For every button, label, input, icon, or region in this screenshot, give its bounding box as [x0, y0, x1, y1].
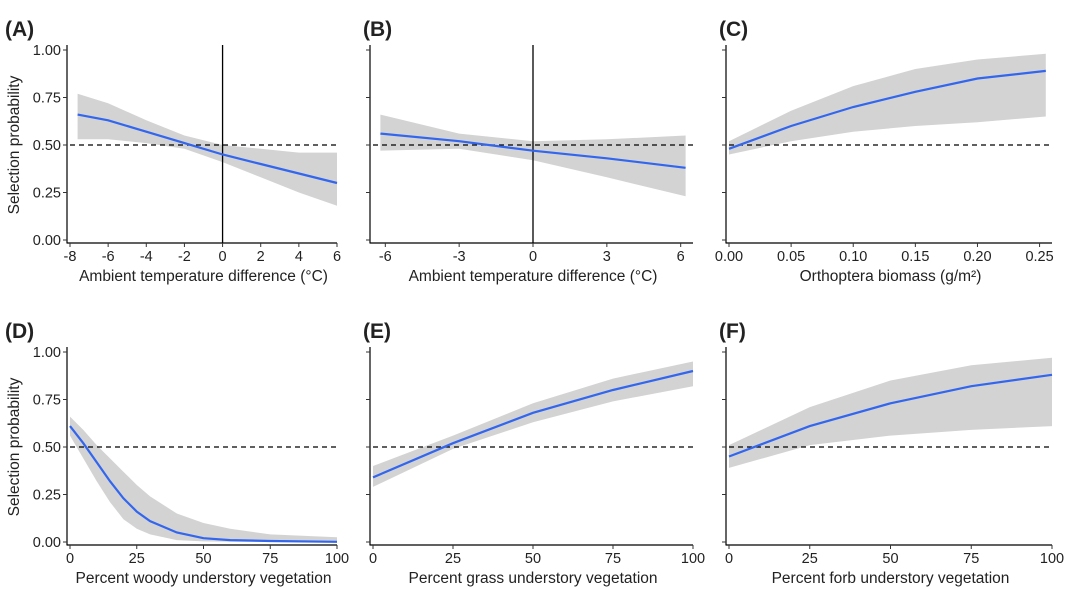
- y-tick-label: 0.25: [33, 488, 61, 504]
- panel-label: (F): [719, 320, 746, 343]
- x-axis-label: Percent woody understory vegetation: [76, 570, 332, 587]
- x-tick-label: 50: [525, 551, 541, 567]
- panel-label: (D): [5, 320, 34, 343]
- y-tick-label: 1.00: [33, 43, 61, 59]
- x-tick-label: -4: [140, 249, 153, 265]
- x-axis-label: Orthoptera biomass (g/m²): [800, 268, 982, 285]
- x-tick-label: 0: [529, 249, 537, 265]
- panel-e: 0 25 50 75 100 Percent grass understory veget…: [363, 320, 705, 587]
- confidence-band: [729, 53, 1046, 155]
- x-axis-label: Percent grass understory vegetation: [409, 570, 658, 587]
- x-tick-label: 75: [262, 551, 278, 567]
- x-tick-label: 0.20: [963, 249, 991, 265]
- x-tick-label: 75: [963, 551, 979, 567]
- x-tick-label: 6: [677, 249, 685, 265]
- x-tick-label: 50: [882, 551, 898, 567]
- series-line: [69, 425, 338, 543]
- confidence-band: [373, 361, 693, 487]
- y-tick-label: 0.00: [33, 233, 61, 249]
- x-tick-label: 100: [1040, 551, 1064, 567]
- x-axis-label: Percent forb understory vegetation: [772, 570, 1010, 587]
- panel-label: (C): [719, 18, 748, 41]
- panel-c: 0.00 0.05 0.10 0.15 0.20 0.25 Orthoptera bioma…: [715, 18, 1054, 285]
- x-tick-label: 4: [295, 249, 303, 265]
- panel-label: (E): [363, 320, 391, 343]
- y-axis-label: Selection probability: [6, 377, 23, 516]
- x-tick-label: 25: [445, 551, 461, 567]
- confidence-band: [70, 416, 337, 542]
- x-tick-label: 25: [129, 551, 145, 567]
- x-tick-label: 75: [605, 551, 621, 567]
- x-tick-label: 2: [257, 249, 265, 265]
- y-tick-label: 0.50: [33, 440, 61, 456]
- series-line: [728, 69, 1046, 150]
- x-tick-label: 0.25: [1025, 249, 1053, 265]
- x-tick-label: 6: [333, 249, 341, 265]
- panel-f: 0 25 50 75 100 Percent forb understory vegeta…: [719, 320, 1064, 587]
- y-tick-label: 0.50: [33, 138, 61, 154]
- panel-d: 0.00 0.25 0.50 0.75 1.00 0 25 50 75 100 Percent wo…: [5, 320, 349, 587]
- y-axis-label: Selection probability: [6, 75, 23, 214]
- x-tick-label: 0: [369, 551, 377, 567]
- x-tick-label: 0.15: [901, 249, 929, 265]
- x-tick-label: -6: [102, 249, 115, 265]
- y-tick-label: 0.75: [33, 393, 61, 409]
- x-tick-label: 25: [802, 551, 818, 567]
- x-tick-label: -6: [379, 249, 392, 265]
- x-tick-label: 0.00: [715, 249, 743, 265]
- y-tick-label: 0.00: [33, 535, 61, 551]
- x-tick-label: 100: [681, 551, 705, 567]
- y-tick-label: 0.75: [33, 91, 61, 107]
- x-tick-label: 0.10: [839, 249, 867, 265]
- x-tick-label: -8: [64, 249, 77, 265]
- x-tick-label: 3: [603, 249, 611, 265]
- x-tick-label: 0: [725, 551, 733, 567]
- series-line: [77, 113, 338, 185]
- panel-b: -6 -3 0 3 6 Ambient temperature difference (°…: [363, 18, 693, 285]
- x-tick-label: -3: [453, 249, 466, 265]
- x-tick-label: 0: [66, 551, 74, 567]
- x-tick-label: -2: [178, 249, 191, 265]
- x-tick-label: 0.05: [777, 249, 805, 265]
- x-axis-label: Ambient temperature difference (°C): [79, 268, 328, 285]
- x-tick-label: 100: [325, 551, 349, 567]
- x-tick-label: 50: [195, 551, 211, 567]
- panel-label: (B): [363, 18, 392, 41]
- panel-a: 0.00 0.25 0.50 0.75 1.00 -8 -6 -4 -2 0 2 4 6 Ambient …: [5, 18, 341, 285]
- x-tick-label: 0: [219, 249, 227, 265]
- panel-label: (A): [5, 18, 34, 41]
- y-tick-label: 1.00: [33, 345, 61, 361]
- confidence-band: [729, 357, 1052, 468]
- x-axis-label: Ambient temperature difference (°C): [409, 268, 658, 285]
- y-tick-label: 0.25: [33, 186, 61, 202]
